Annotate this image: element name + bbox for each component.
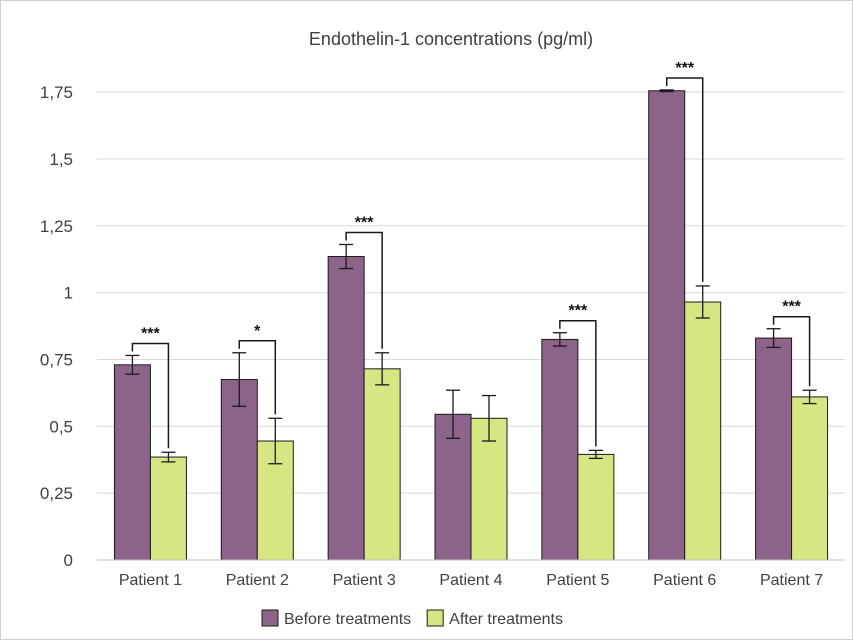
- legend-label: Before treatments: [284, 611, 411, 628]
- significance-bracket: [131, 342, 170, 449]
- bar: [327, 256, 365, 561]
- error-bars: [125, 89, 817, 465]
- significance-bracket: [772, 315, 811, 387]
- x-category-label: Patient 6: [653, 572, 716, 589]
- significance-bracket: [665, 77, 704, 282]
- y-tick-label: 0,5: [49, 417, 73, 436]
- x-category-label: Patient 5: [546, 572, 609, 589]
- significance-label: ***: [675, 60, 694, 77]
- bar: [149, 456, 187, 561]
- legend-label: After treatments: [449, 611, 563, 628]
- bar: [648, 90, 686, 561]
- bar: [791, 396, 829, 561]
- chart-title: Endothelin-1 concentrations (pg/ml): [309, 29, 593, 49]
- bar: [363, 368, 401, 561]
- bar: [541, 338, 579, 561]
- bars: [113, 90, 829, 561]
- y-tick-label: 1,25: [40, 217, 73, 236]
- significance-bracket: [559, 319, 597, 447]
- legend-swatch: [426, 609, 444, 627]
- legend-swatch: [261, 609, 279, 627]
- significance-label: ***: [355, 214, 374, 231]
- bar: [220, 379, 258, 561]
- bar: [577, 453, 615, 561]
- x-category-label: Patient 1: [119, 572, 182, 589]
- significance-label: ***: [782, 299, 801, 316]
- x-category-label: Patient 7: [760, 572, 823, 589]
- y-tick-label: 0,25: [40, 484, 73, 503]
- y-tick-label: 1: [64, 284, 73, 303]
- significance-label: ***: [141, 325, 160, 342]
- x-category-label: Patient 4: [439, 572, 502, 589]
- y-axis-tick-labels: 0 0,25 0,5 0,75 1 1,25 1,5 1,75: [40, 83, 73, 570]
- x-category-label: Patient 2: [226, 572, 289, 589]
- x-category-label: Patient 3: [333, 572, 396, 589]
- significance-brackets: *** *************: [131, 60, 811, 449]
- legend: Before treatments After treatments: [261, 609, 563, 628]
- y-tick-label: 1,5: [49, 150, 73, 169]
- y-tick-label: 0: [64, 551, 73, 570]
- y-tick-label: 0,75: [40, 350, 73, 369]
- bar: [684, 301, 722, 561]
- significance-bracket: [345, 231, 383, 349]
- significance-label: *: [254, 323, 261, 340]
- bar: [755, 337, 793, 561]
- significance-label: ***: [569, 303, 588, 320]
- y-tick-label: 1,75: [40, 83, 73, 102]
- significance-bracket: [238, 340, 277, 415]
- bar: [113, 364, 151, 561]
- x-axis-category-labels: Patient 1 Patient 2 Patient 3 Patient 4 Pati…: [119, 572, 823, 589]
